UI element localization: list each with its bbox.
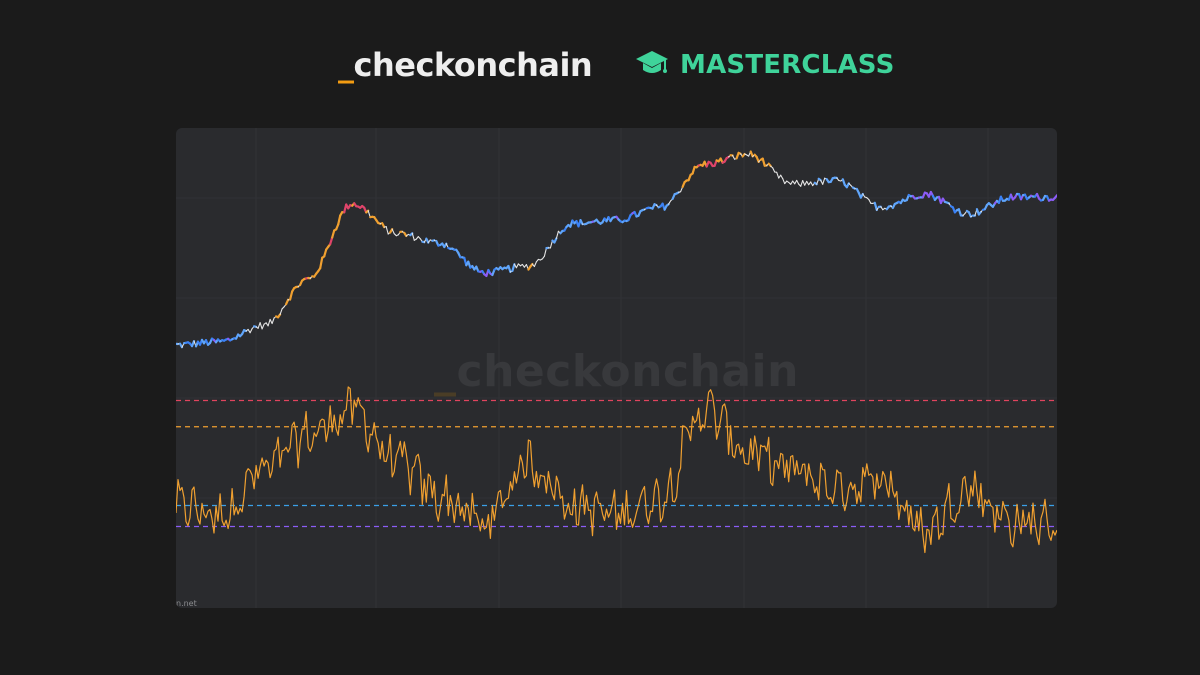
- price-segment: [802, 180, 806, 186]
- price-segment: [794, 179, 798, 185]
- watermark: _checkonchain: [434, 346, 799, 397]
- price-segment: [782, 178, 786, 185]
- price-segment: [668, 200, 672, 205]
- price-segment: [257, 322, 261, 329]
- price-segment: [331, 229, 336, 239]
- price-segment: [880, 206, 884, 211]
- price-segment: [862, 193, 866, 198]
- price-segment: [178, 342, 184, 349]
- price-segment: [732, 154, 736, 160]
- price-segment: [425, 237, 430, 244]
- price-segment: [555, 230, 559, 239]
- brand-header: _ checkonchain MASTERCLASS: [0, 40, 1200, 90]
- reference-levels: [176, 399, 1057, 528]
- price-segment: [810, 181, 814, 187]
- price-segment: [533, 261, 537, 268]
- masterclass-logo: MASTERCLASS: [634, 40, 895, 90]
- price-segment: [873, 201, 878, 212]
- price-segment: [845, 182, 850, 189]
- price-segment: [249, 328, 253, 334]
- price-segment: [868, 198, 872, 204]
- chart-canvas: [176, 128, 1057, 608]
- price-segment: [776, 171, 780, 179]
- price-segment: [329, 236, 334, 246]
- price-segment: [507, 264, 512, 273]
- price-segment: [319, 256, 324, 270]
- price-segment: [780, 174, 784, 180]
- price-segment: [403, 231, 408, 238]
- logo-text: checkonchain: [353, 46, 593, 84]
- price-segment: [271, 317, 275, 325]
- price-segment: [579, 218, 584, 226]
- price-segment: [259, 322, 263, 330]
- price-segment: [553, 237, 558, 244]
- watermark-text: checkonchain: [456, 346, 799, 397]
- graduation-cap-icon: [634, 48, 670, 82]
- price-segment: [761, 157, 766, 167]
- price-segment: [279, 308, 283, 315]
- price-segment: [859, 192, 864, 199]
- price-segment: [796, 179, 800, 185]
- price-segment: [337, 214, 342, 226]
- price-segment: [755, 155, 760, 164]
- oscillator-line: [176, 386, 1057, 554]
- watermark-underscore: _: [434, 346, 457, 397]
- price-segment: [800, 180, 804, 187]
- price-segment: [288, 290, 294, 301]
- price-segment: [391, 228, 395, 235]
- masterclass-label: MASTERCLASS: [680, 50, 895, 80]
- price-segment: [385, 226, 389, 235]
- price-segment: [549, 240, 553, 249]
- price-segment: [323, 248, 328, 258]
- price-segment: [1053, 194, 1057, 199]
- price-segment: [411, 232, 415, 241]
- price-segment: [381, 221, 386, 229]
- price-segment: [541, 255, 545, 260]
- price-segment: [511, 263, 516, 272]
- footer-credit: n.net: [176, 599, 197, 608]
- price-segment: [804, 180, 808, 186]
- chart-panel: _checkonchain n.net: [176, 128, 1057, 608]
- price-segment: [515, 263, 519, 269]
- price-segment: [790, 180, 794, 185]
- price-segment: [427, 239, 431, 244]
- price-segment: [267, 318, 271, 327]
- price-segment: [190, 340, 196, 348]
- oscillator-series: [176, 386, 1057, 554]
- price-segment: [276, 313, 282, 319]
- checkonchain-logo: _ checkonchain: [338, 40, 593, 90]
- price-segment: [822, 177, 826, 185]
- price-segment: [806, 180, 810, 186]
- price-segment: [261, 323, 265, 330]
- price-segment: [543, 247, 547, 257]
- price-segment: [967, 211, 973, 218]
- price-segment: [284, 298, 290, 306]
- price-series: [176, 150, 1057, 349]
- price-segment: [367, 210, 371, 218]
- price-segment: [749, 150, 754, 158]
- price-segment: [513, 263, 517, 269]
- price-segment: [691, 165, 696, 175]
- chart-grid: [176, 128, 1057, 608]
- logo-underscore: _: [338, 46, 354, 84]
- price-segment: [772, 167, 776, 173]
